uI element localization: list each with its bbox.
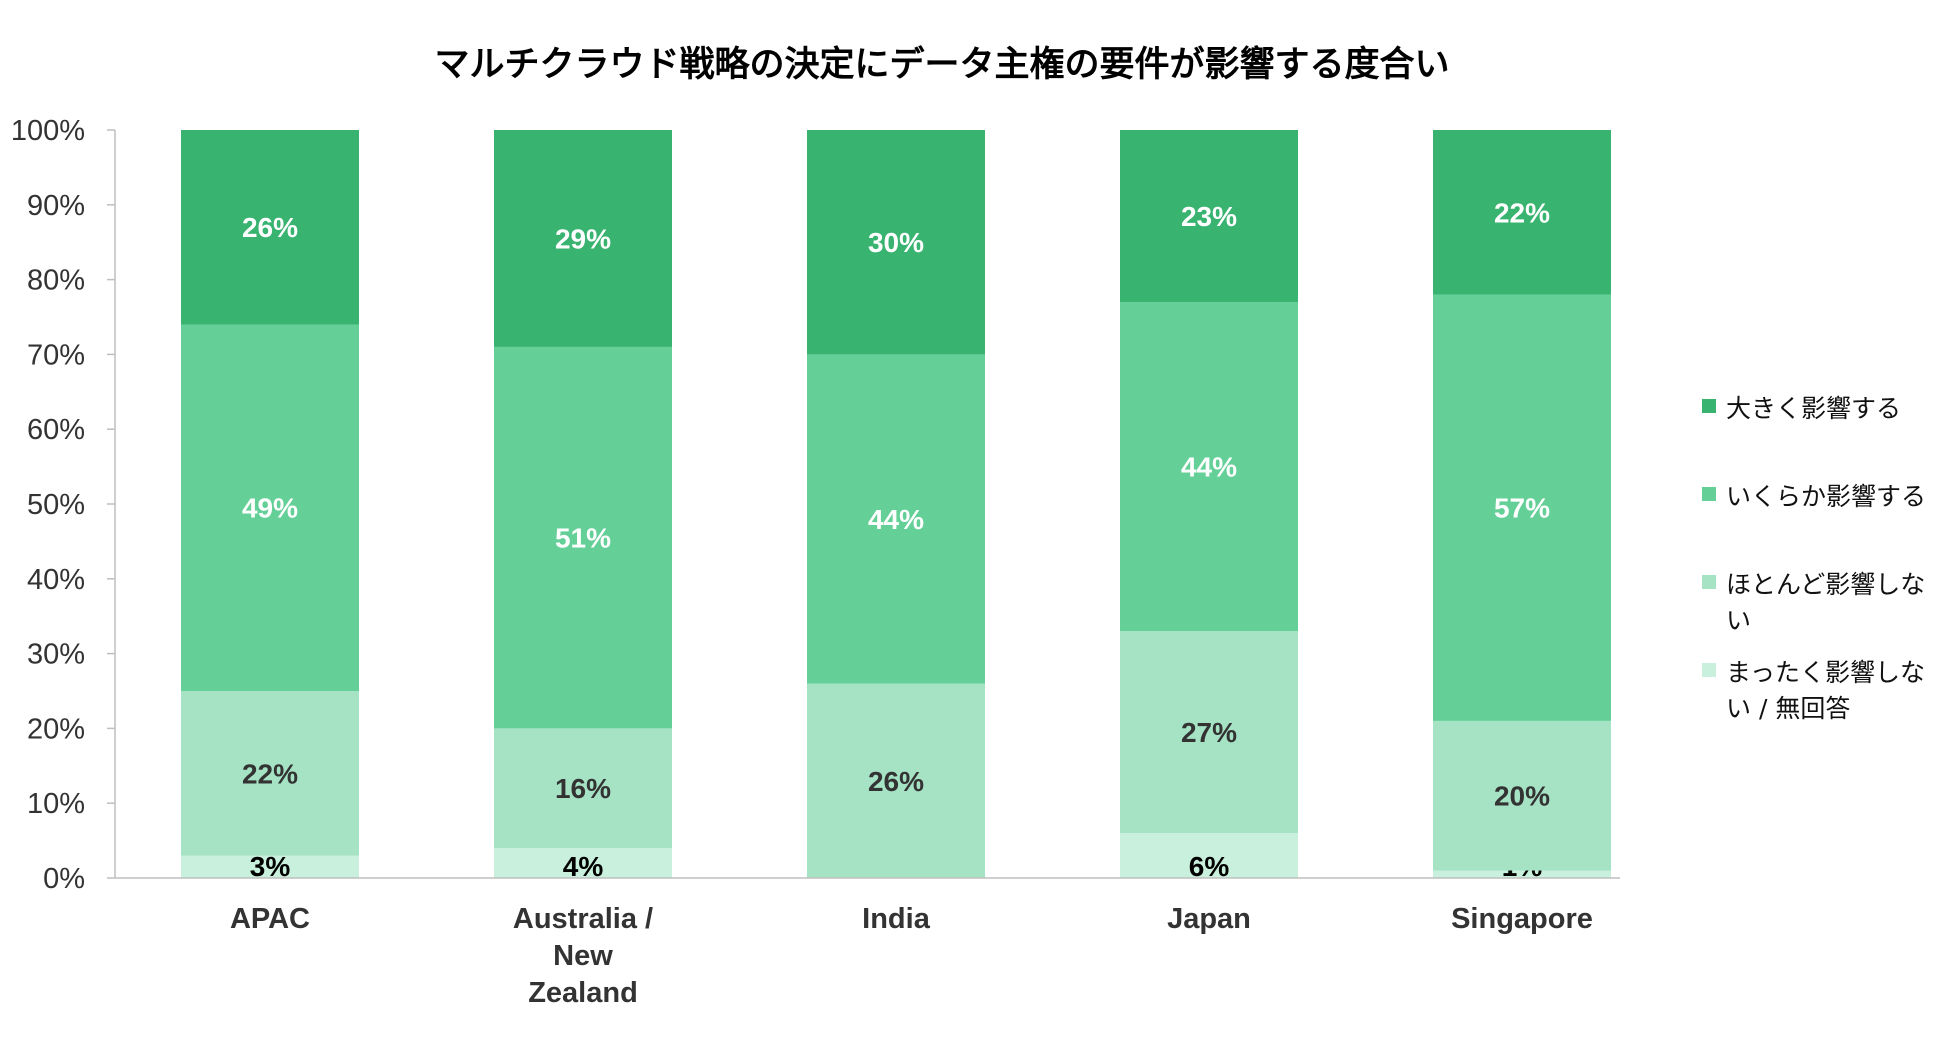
bar-segment (494, 728, 672, 849)
legend-swatch (1702, 399, 1716, 413)
x-category-line: New (553, 940, 613, 972)
legend-label-line: い (1726, 606, 1751, 635)
x-category-label: Japan (1167, 903, 1251, 935)
chart-title: マルチクラウド戦略の決定にデータ主権の要件が影響する度合い (434, 44, 1449, 85)
y-tick-label: 30% (27, 639, 85, 671)
legend-label-line: ほとんど影響しな (1726, 570, 1925, 599)
x-category-line: Australia / (513, 903, 653, 935)
legend-label: まったく影響しない / 無回答 (1726, 658, 1925, 723)
bar-segment (181, 324, 359, 691)
x-category-label: Singapore (1451, 903, 1593, 935)
legend-item: いくらか影響する (1702, 482, 1926, 511)
bar-segment (1120, 631, 1298, 834)
bar-segment (181, 855, 359, 878)
bar-segment (807, 130, 985, 355)
x-category-line: Singapore (1451, 903, 1593, 935)
data-label: 51% (555, 523, 611, 554)
y-tick-label: 0% (43, 863, 85, 895)
bar-stack: 1%20%57%22% (1433, 130, 1611, 882)
data-label: 22% (1494, 197, 1550, 228)
data-label: 6% (1189, 851, 1230, 882)
y-tick-label: 40% (27, 564, 85, 596)
y-tick-label: 10% (27, 788, 85, 820)
x-axis: APAC Australia / New Zealand India Japan Singa… (115, 877, 1620, 1009)
bar-segment (494, 130, 672, 347)
legend-label-line: 大きく影響する (1726, 394, 1901, 423)
bar-segment (181, 130, 359, 325)
data-label: 26% (242, 212, 298, 243)
bar-segment (1120, 130, 1298, 303)
y-tick-label: 80% (27, 265, 85, 297)
bar-segment (494, 346, 672, 729)
bar-stack: 3% 22% 49% 26% (181, 130, 359, 882)
y-tick-label: 50% (27, 489, 85, 521)
y-tick-label: 100% (11, 115, 85, 147)
legend-swatch (1702, 663, 1716, 677)
data-label: 22% (242, 758, 298, 789)
bar-stack: 6% 27% 44% 23% (1120, 130, 1298, 882)
y-tick-label: 90% (27, 190, 85, 222)
data-label: 49% (242, 493, 298, 524)
bar-segment (1433, 294, 1611, 721)
y-tick-label: 20% (27, 713, 85, 745)
bar-segment (807, 354, 985, 684)
bar-stack: 26% 44% 30% (807, 130, 985, 878)
bar-stack: 4% 16% 51% 29% (494, 130, 672, 882)
legend-label-line: いくらか影響する (1726, 482, 1926, 511)
data-label: 44% (868, 504, 924, 535)
legend-swatch (1702, 575, 1716, 589)
data-label: 27% (1181, 717, 1237, 748)
data-label: 3% (250, 851, 291, 882)
bar-segment (1433, 720, 1611, 871)
bar-segment (1433, 130, 1611, 295)
bar-segment (1120, 302, 1298, 632)
x-category-line: Japan (1167, 903, 1251, 935)
data-label: 26% (868, 766, 924, 797)
data-label: 4% (563, 851, 604, 882)
data-label: 44% (1181, 452, 1237, 483)
bar-segment (1433, 870, 1611, 878)
data-label: 57% (1494, 493, 1550, 524)
x-category-label: India (862, 903, 931, 935)
data-label: 29% (555, 223, 611, 254)
legend-item: ほとんど影響しない (1702, 570, 1925, 635)
bar-segment (807, 683, 985, 878)
legend-label-line: い / 無回答 (1726, 694, 1850, 723)
x-category-label: APAC (230, 903, 310, 935)
x-category-label: Australia / New Zealand (513, 903, 653, 1009)
bar-segment (1120, 833, 1298, 878)
bars-group: 3%22%49%26%4%16%51%29%26%44%30%6%27%44%2… (181, 130, 1611, 882)
data-label: 16% (555, 773, 611, 804)
bar-segment (494, 848, 672, 878)
legend-item: 大きく影響する (1702, 394, 1901, 423)
legend-label-line: まったく影響しな (1726, 658, 1925, 687)
data-label: 23% (1181, 201, 1237, 232)
x-category-line: Zealand (528, 977, 638, 1009)
legend-label: 大きく影響する (1726, 394, 1901, 423)
bar-segment (181, 691, 359, 856)
legend-label: いくらか影響する (1726, 482, 1926, 511)
x-category-line: India (862, 903, 931, 935)
data-label: 30% (868, 227, 924, 258)
y-axis: 0% 10% 20% 30% 40% 50% 60% 70% 80% 90% 100% (11, 115, 116, 895)
y-tick-label: 60% (27, 414, 85, 446)
legend-label: ほとんど影響しない (1726, 570, 1925, 635)
y-tick-label: 70% (27, 339, 85, 371)
legend-swatch (1702, 487, 1716, 501)
legend-item: まったく影響しない / 無回答 (1702, 658, 1925, 723)
data-label: 20% (1494, 781, 1550, 812)
x-category-line: APAC (230, 903, 310, 935)
